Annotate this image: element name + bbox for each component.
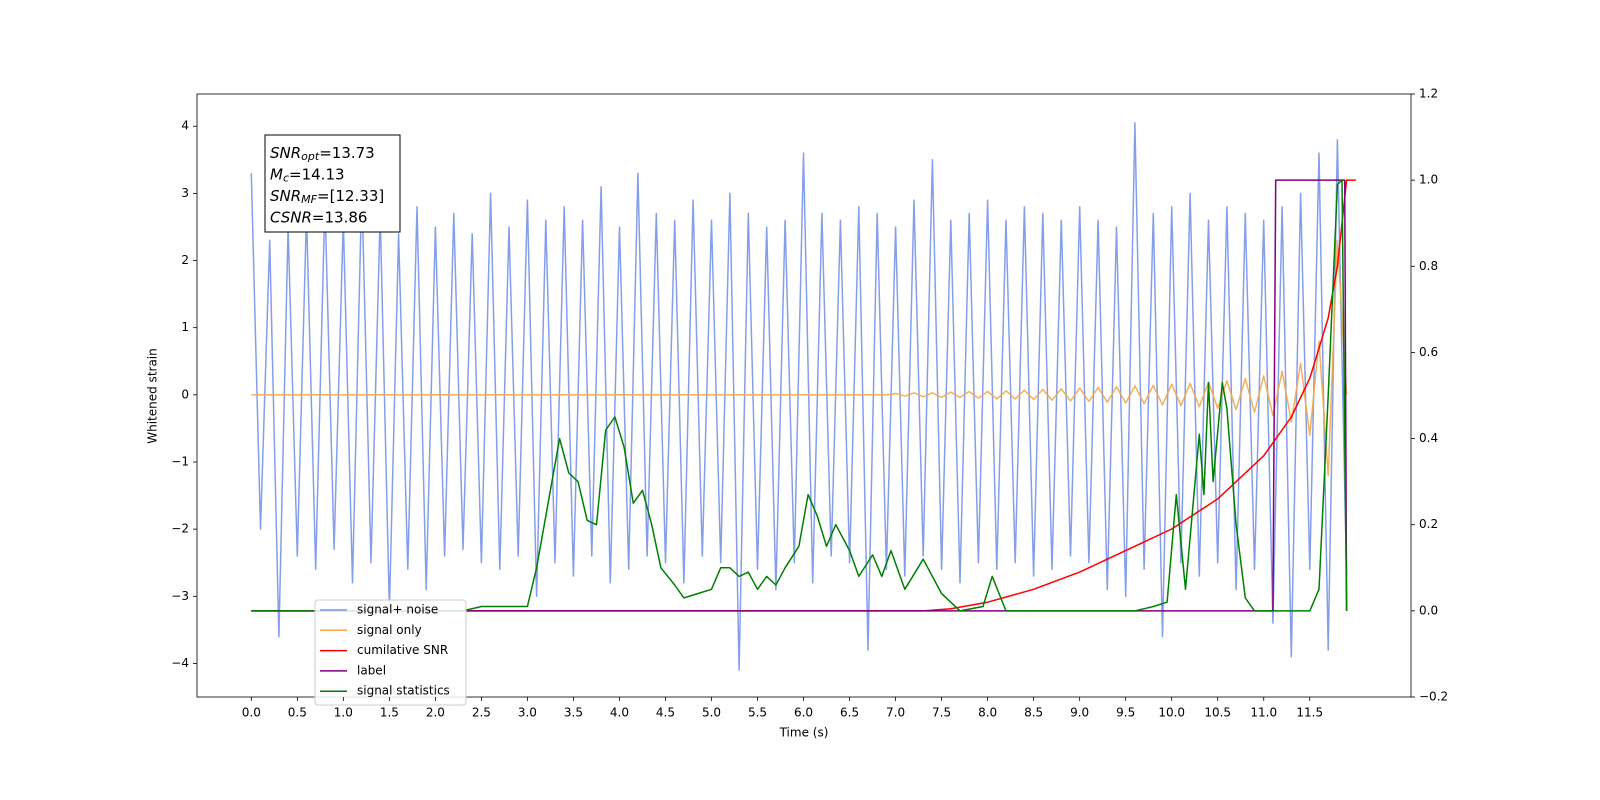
annotation-value: =[12.33] <box>317 187 384 205</box>
y2-tick-label: 0.2 <box>1419 517 1438 531</box>
x-tick-label: 9.5 <box>1116 706 1135 720</box>
x-tick-label: 3.5 <box>564 706 583 720</box>
y-axis-label: Whitened strain <box>146 348 160 444</box>
x-tick-label: 5.0 <box>702 706 721 720</box>
legend-label: cumilative SNR <box>357 643 448 657</box>
y-tick-label: −2 <box>171 522 189 536</box>
y-tick-label: 3 <box>181 186 189 200</box>
x-tick-label: 1.5 <box>380 706 399 720</box>
x-tick-label: 3.0 <box>518 706 537 720</box>
legend-label: signal statistics <box>357 684 450 698</box>
annotation-value: =13.73 <box>319 144 375 162</box>
x-tick-label: 5.5 <box>748 706 767 720</box>
x-tick-label: 6.5 <box>840 706 859 720</box>
y2-tick-label: 0.0 <box>1419 603 1438 617</box>
annotation-sub: MF <box>301 193 317 206</box>
legend-label: signal+ noise <box>357 603 438 617</box>
series-line <box>250 122 1348 671</box>
x-tick-label: 4.5 <box>656 706 675 720</box>
y-tick-label: 1 <box>181 320 189 334</box>
series-line <box>251 239 1348 477</box>
y-tick-label: 2 <box>181 253 189 267</box>
annotation-line: SNRMF=[12.33] <box>270 187 384 207</box>
annotation-base: SNR <box>270 144 301 162</box>
y2-tick-label: 1.0 <box>1419 173 1438 187</box>
x-tick-label: 11.0 <box>1250 706 1277 720</box>
x-tick-label: 10.5 <box>1204 706 1231 720</box>
x-tick-label: 7.0 <box>886 706 905 720</box>
x-tick-label: 11.5 <box>1296 706 1323 720</box>
x-tick-label: 10.0 <box>1158 706 1185 720</box>
annotation-base: M <box>270 165 283 183</box>
x-tick-label: 2.0 <box>426 706 445 720</box>
annotation-value: =13.86 <box>312 208 368 226</box>
annotation-base: CSNR <box>270 208 312 226</box>
y2-tick-label: 0.4 <box>1419 431 1438 445</box>
x-tick-label: 6.0 <box>794 706 813 720</box>
y-tick-label: 4 <box>181 119 189 133</box>
annotation-value: =14.13 <box>289 165 345 183</box>
y-tick-label: 0 <box>181 387 189 401</box>
y-tick-label: −1 <box>171 454 189 468</box>
x-tick-label: 9.0 <box>1070 706 1089 720</box>
series-line <box>251 179 1348 612</box>
y-tick-label: −3 <box>171 589 189 603</box>
annotation-line: CSNR=13.86 <box>270 208 367 226</box>
legend-label: label <box>357 663 386 677</box>
x-axis-label: Time (s) <box>779 726 829 740</box>
x-tick-label: 1.0 <box>334 706 353 720</box>
x-tick-label: 8.0 <box>978 706 997 720</box>
annotation-line: SNRopt=13.73 <box>270 144 375 164</box>
annotation-sub: c <box>283 172 289 185</box>
y2-tick-label: 0.6 <box>1419 345 1438 359</box>
x-tick-label: 2.5 <box>472 706 491 720</box>
annotation-sub: opt <box>301 150 320 163</box>
legend <box>314 599 467 706</box>
x-tick-label: 0.5 <box>288 706 307 720</box>
x-tick-label: 8.5 <box>1024 706 1043 720</box>
x-tick-label: 0.0 <box>242 706 261 720</box>
y2-tick-label: 1.2 <box>1419 87 1438 101</box>
series-line <box>251 179 1356 612</box>
annotation-box <box>264 134 401 233</box>
series-layer <box>250 122 1356 671</box>
annotation-base: SNR <box>270 187 301 205</box>
y-tick-label: −4 <box>171 656 189 670</box>
y2-tick-label: −0.2 <box>1419 690 1448 704</box>
x-tick-label: 7.5 <box>932 706 951 720</box>
legend-label: signal only <box>357 623 422 637</box>
y2-tick-label: 0.8 <box>1419 259 1438 273</box>
series-line <box>251 179 1348 612</box>
annotation-line: Mc=14.13 <box>270 165 345 185</box>
plot-frame <box>196 93 1412 698</box>
x-tick-label: 4.0 <box>610 706 629 720</box>
